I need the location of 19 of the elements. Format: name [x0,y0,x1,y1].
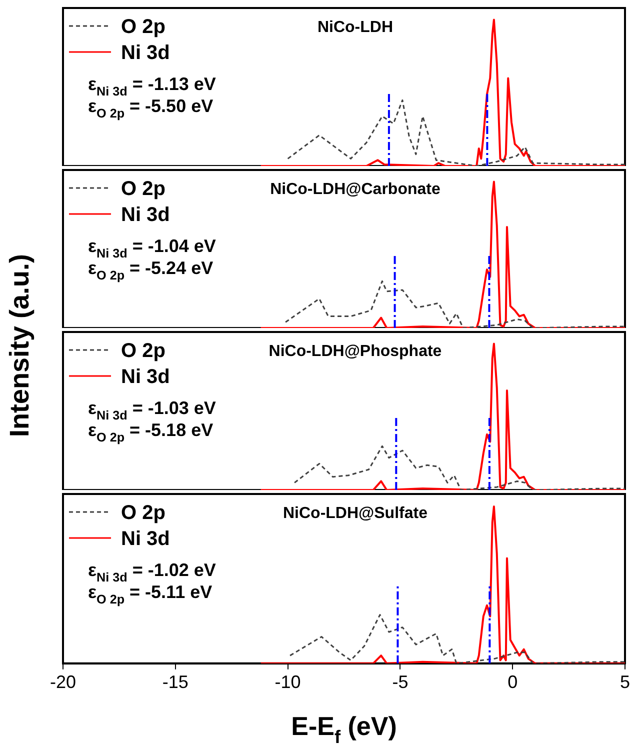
legend-label: O 2p [121,16,166,38]
x-tick-label: -15 [162,672,188,692]
chart-title: NiCo-LDH@Carbonate [270,181,440,198]
x-tick-label: -10 [274,672,301,692]
x-tick-label: 5 [620,672,630,692]
chart-title: NiCo-LDH [317,19,394,36]
legend-label: O 2p [121,178,166,200]
chart-title: NiCo-LDH@Phosphate [268,343,442,360]
legend-label: O 2p [121,502,166,524]
x-tick-label: -20 [50,672,76,692]
legend-label: Ni 3d [121,366,170,388]
legend-label: Ni 3d [121,528,170,550]
legend-label: Ni 3d [121,204,170,226]
legend-label: O 2p [121,340,166,362]
x-tick-label: -5 [392,672,408,692]
x-tick-label: 0 [508,672,518,692]
y-axis-title: Intensity (a.u.) [4,253,36,440]
chart-title: NiCo-LDH@Sulfate [283,505,428,522]
legend-label: Ni 3d [121,42,170,64]
